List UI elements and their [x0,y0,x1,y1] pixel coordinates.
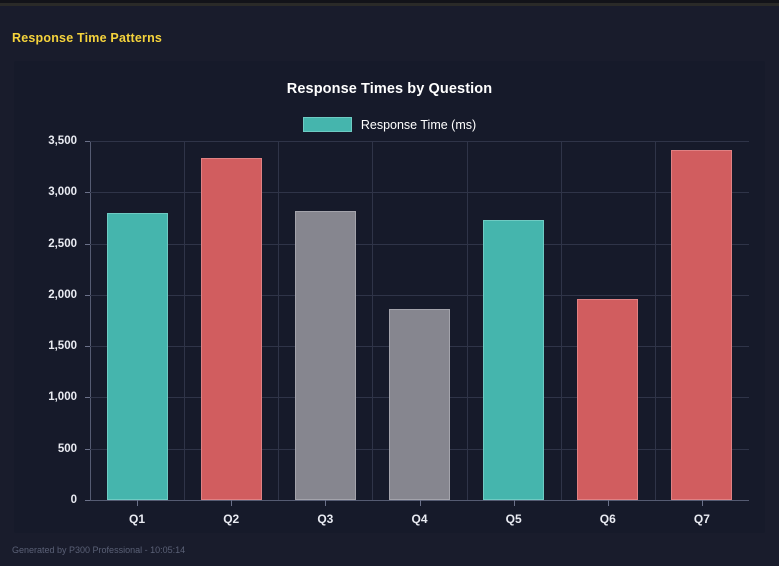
y-tick-label: 2,000 [48,288,77,301]
x-axis-line [90,500,749,501]
chart-title: Response Times by Question [286,81,493,97]
y-gridline [90,141,749,142]
x-tick-mark [514,500,515,506]
y-tick-mark [85,448,90,450]
x-tick-label-q7: Q7 [693,512,710,526]
y-tick-mark [85,141,90,142]
window-top-strip [0,0,779,6]
x-tick-label-q2: Q2 [223,512,240,526]
y-tick-mark [85,346,90,348]
y-tick-mark [85,294,90,296]
x-tick-mark [420,500,421,506]
y-tick-label: 3,500 [48,135,77,147]
y-gridline [90,192,749,194]
y-tick-label: 1,000 [48,391,77,404]
bar-q5[interactable] [483,219,545,500]
bar-q6[interactable] [577,298,639,500]
bar-q1[interactable] [106,212,168,500]
x-tick-label-q6: Q6 [599,512,616,526]
x-tick-mark [231,500,232,506]
x-tick-mark [325,500,326,506]
bar-q7[interactable] [671,150,733,500]
bar-q3[interactable] [294,210,356,500]
chart-legend: Response Time (ms) [14,117,765,132]
footer-status-text: Generated by P300 Professional - 10:05:1… [12,545,186,555]
x-tick-label-q1: Q1 [129,512,146,526]
plot-area: Response Time (ms) 05001,0001,5002,0002,… [48,135,749,526]
x-tick-label-q3: Q3 [317,512,334,526]
bar-q2[interactable] [200,158,262,500]
y-tick-mark [85,500,90,501]
legend-swatch-response-time [302,117,352,132]
y-tick-label: 3,000 [48,186,77,199]
x-tick-mark [608,500,609,506]
x-tick-label-q5: Q5 [505,512,522,526]
y-gridline [90,294,749,296]
chart-panel: Response Times by Question Response Time… [14,61,765,533]
x-gridline [655,141,656,500]
y-tick-mark [85,243,90,245]
bar-q4[interactable] [389,309,450,500]
y-tick-mark [85,192,90,194]
legend-label-response-time: Response Time (ms) [360,117,477,132]
y-tick-mark [85,397,90,399]
page-title: Response Time Patterns [12,31,163,45]
y-gridline [90,243,749,245]
x-tick-mark [137,500,138,506]
x-gridline [372,141,373,500]
x-gridline [467,141,468,500]
y-axis-line [90,141,91,501]
window-top-strip-inner [0,0,779,3]
x-gridline [184,141,185,500]
y-tick-label: 2,500 [48,237,77,250]
x-tick-label-q4: Q4 [411,512,428,526]
x-tick-mark [702,500,703,506]
x-gridline [278,141,279,500]
x-gridline [561,141,562,500]
y-tick-label: 500 [57,442,77,455]
y-tick-label: 1,500 [48,340,77,353]
y-tick-label: 0 [70,494,77,506]
